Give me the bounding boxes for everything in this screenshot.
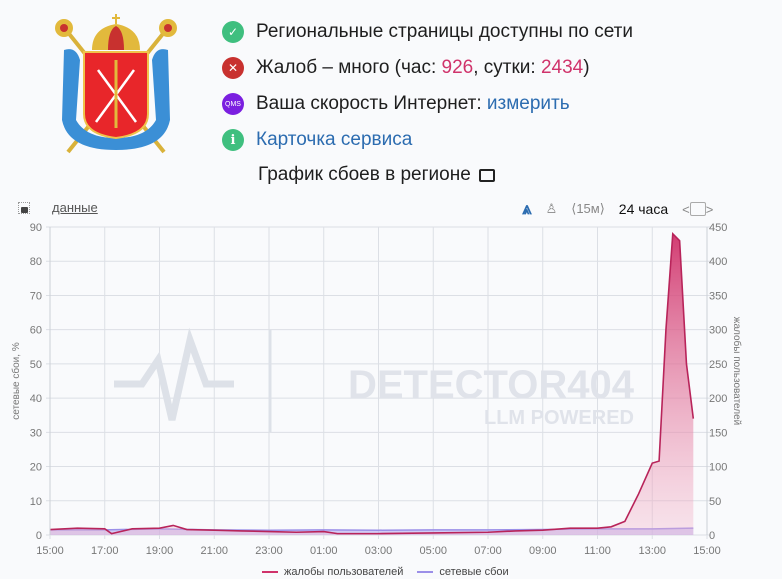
svg-text:90: 90	[30, 222, 42, 234]
svg-text:03:00: 03:00	[365, 545, 393, 557]
status-complaints: ✕ Жалоб – много (час: 926, сутки: 2434)	[222, 50, 633, 86]
legend-swatch	[417, 571, 434, 573]
prev-button[interactable]: <	[682, 201, 690, 217]
svg-text:13:00: 13:00	[638, 545, 666, 557]
chart-legend: жалобы пользователей сетевые сбои	[262, 566, 523, 578]
svg-text:250: 250	[709, 359, 727, 371]
svg-text:40: 40	[30, 393, 42, 405]
legend-swatch	[262, 571, 278, 573]
info-icon: i	[222, 129, 244, 151]
chart-toolbar-right: ⩓ ♙ ⟨15м⟩ 24 часа < >	[522, 199, 713, 219]
svg-text:50: 50	[30, 359, 42, 371]
svg-text:80: 80	[30, 256, 42, 268]
legend-complaints[interactable]: жалобы пользователей	[262, 566, 403, 578]
chart-toolbar-left: данные	[18, 200, 98, 215]
area-chart-icon[interactable]: ⩓	[522, 199, 532, 218]
day-count: 2434	[540, 57, 584, 78]
status-speed: QMS Ваша скорость Интернет: измерить	[222, 86, 633, 122]
legend-network[interactable]: сетевые сбои	[417, 566, 509, 578]
svg-text:100: 100	[709, 462, 727, 474]
svg-text:15:00: 15:00	[693, 545, 721, 557]
svg-text:жалобы пользователей: жалобы пользователей	[731, 317, 743, 426]
hour-count: 926	[441, 57, 474, 78]
calendar-icon[interactable]	[689, 202, 706, 216]
svg-text:200: 200	[709, 393, 727, 405]
check-circle-icon: ✓	[222, 21, 244, 43]
range-24h-button[interactable]: 24 часа	[618, 201, 669, 217]
svg-text:21:00: 21:00	[200, 545, 228, 557]
svg-text:07:00: 07:00	[474, 545, 502, 557]
user-icon[interactable]: ♙	[545, 201, 558, 216]
svg-text:400: 400	[709, 256, 727, 268]
svg-text:60: 60	[30, 325, 42, 337]
chart-title: График сбоев в регионе	[258, 164, 495, 186]
camera-icon[interactable]	[18, 201, 30, 214]
svg-text:10: 10	[30, 496, 42, 508]
qms-icon: QMS	[222, 93, 244, 115]
svg-text:DETECTOR404: DETECTOR404	[348, 363, 635, 407]
svg-text:05:00: 05:00	[419, 545, 447, 557]
svg-text:350: 350	[709, 290, 727, 302]
svg-text:23:00: 23:00	[255, 545, 283, 557]
outage-chart: 0 10 20 30 40 50 60 70 80 90 0 50 100 150 200 250 300 350…	[10, 222, 743, 557]
measure-speed-link[interactable]: измерить	[486, 93, 570, 114]
status-regional-pages: ✓ Региональные страницы доступны по сети	[222, 14, 633, 50]
data-link[interactable]: данные	[52, 200, 98, 215]
svg-text:30: 30	[30, 427, 42, 439]
next-button[interactable]: >	[705, 201, 714, 217]
svg-text:LLM POWERED: LLM POWERED	[484, 407, 634, 429]
x-circle-icon: ✕	[222, 57, 244, 79]
svg-text:сетевые сбои, %: сетевые сбои, %	[10, 342, 22, 420]
monitor-icon[interactable]	[478, 168, 495, 182]
svg-text:0: 0	[709, 530, 715, 542]
status-service-card: i Карточка сервиса	[222, 122, 633, 158]
svg-text:19:00: 19:00	[146, 545, 174, 557]
service-card-link[interactable]: Карточка сервиса	[256, 129, 413, 150]
svg-text:17:00: 17:00	[91, 545, 119, 557]
svg-text:20: 20	[30, 462, 42, 474]
coat-of-arms-emblem	[55, 14, 177, 154]
status-text: Региональные страницы доступны по сети	[256, 21, 633, 42]
status-text: Жалоб – много (час: 926, сутки: 2434)	[256, 57, 590, 78]
speed-label: Ваша скорость Интернет:	[256, 93, 487, 114]
svg-text:70: 70	[30, 290, 42, 302]
svg-text:01:00: 01:00	[310, 545, 338, 557]
svg-text:50: 50	[709, 496, 721, 508]
svg-text:450: 450	[709, 222, 727, 234]
svg-text:300: 300	[709, 325, 727, 337]
svg-text:09:00: 09:00	[529, 545, 557, 557]
svg-text:0: 0	[36, 530, 42, 542]
status-list: ✓ Региональные страницы доступны по сети…	[222, 14, 633, 158]
interval-button[interactable]: ⟨15м⟩	[571, 201, 605, 216]
svg-text:11:00: 11:00	[584, 545, 611, 557]
svg-text:150: 150	[709, 427, 727, 439]
svg-text:15:00: 15:00	[36, 545, 64, 557]
